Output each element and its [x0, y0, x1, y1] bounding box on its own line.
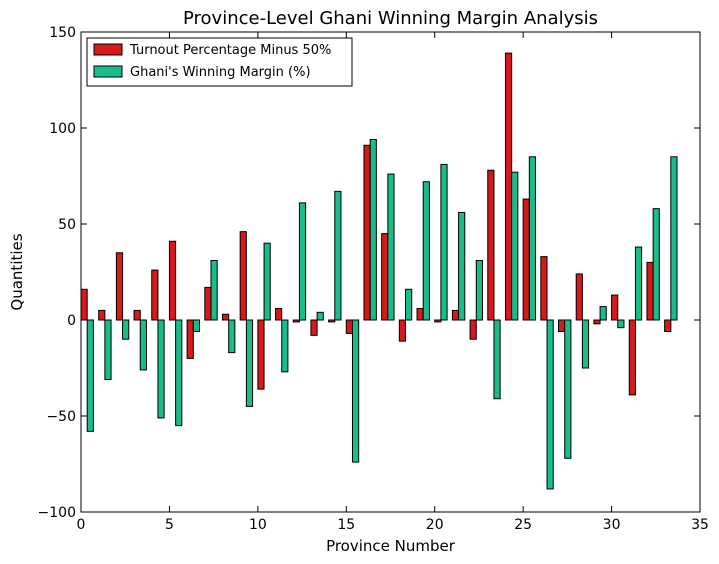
y-tick-label: −50	[46, 409, 76, 425]
bar-series-0-province-1	[98, 309, 106, 321]
bar-series-0-province-10	[257, 319, 265, 390]
bar-series-0-province-9	[239, 231, 247, 321]
bar-series-0-province-23	[487, 169, 495, 321]
legend-swatch-turnout	[93, 43, 123, 56]
bar-series-0-province-28	[575, 273, 583, 321]
bar-series-1-province-14	[334, 190, 342, 321]
bar-series-1-province-1	[104, 319, 112, 381]
bar-series-1-province-23	[493, 319, 501, 400]
bar-series-0-province-20	[434, 319, 442, 323]
bar-series-1-province-27	[564, 319, 572, 459]
x-tick-label: 20	[426, 517, 444, 533]
bar-series-0-province-16	[363, 144, 371, 321]
bar-series-0-province-25	[522, 198, 530, 321]
bar-series-0-province-30	[611, 294, 619, 321]
bar-series-1-province-9	[245, 319, 254, 407]
bar-series-1-province-30	[617, 319, 625, 329]
bar-series-0-province-15	[345, 319, 353, 334]
bar-series-1-province-31	[634, 246, 643, 321]
bar-series-0-province-29	[593, 319, 601, 325]
bar-series-0-province-18	[398, 319, 407, 342]
bar-series-1-province-6	[192, 319, 200, 333]
bar-series-1-province-3	[139, 319, 147, 371]
bar-series-0-province-2	[115, 252, 124, 321]
x-tick-label: 30	[603, 517, 621, 533]
bar-series-1-province-0	[86, 319, 94, 432]
bar-series-0-province-19	[416, 307, 424, 321]
bar-series-0-province-27	[558, 319, 566, 333]
bar-series-0-province-17	[381, 233, 389, 321]
legend-label-turnout: Turnout Percentage Minus 50%	[129, 43, 331, 58]
y-tick-label: −100	[38, 505, 76, 521]
bar-series-0-province-26	[540, 256, 548, 321]
bar-series-0-province-0	[80, 288, 88, 321]
bar-series-0-province-13	[310, 319, 318, 336]
bar-series-0-province-33	[664, 319, 672, 333]
bar-series-1-province-21	[458, 211, 466, 321]
bar-series-1-province-13	[316, 311, 324, 321]
bar-series-1-province-32	[652, 208, 660, 321]
bar-series-0-province-12	[292, 319, 300, 323]
y-tick-label: 150	[49, 25, 76, 41]
bar-series-0-province-6	[186, 319, 194, 359]
bar-series-1-province-16	[369, 139, 377, 321]
bar-series-0-province-8	[221, 313, 230, 321]
x-tick-label: 10	[249, 517, 267, 533]
y-tick-label: 50	[58, 217, 76, 233]
bar-series-0-province-5	[168, 240, 177, 321]
bar-series-1-province-2	[122, 319, 130, 340]
bar-series-1-province-11	[281, 319, 289, 373]
bar-series-1-province-22	[475, 259, 483, 321]
ticks-group: 0 5 10 15 20 25 30 35 −100 −50 0 50 100 150	[38, 25, 709, 533]
x-tick-label: 5	[165, 517, 174, 533]
chart-title: Province-Level Ghani Winning Margin Anal…	[183, 8, 598, 29]
legend-label-margin: Ghani's Winning Margin (%)	[130, 65, 311, 80]
bar-series-1-province-15	[351, 319, 360, 463]
legend-box	[86, 37, 353, 87]
bar-series-0-province-14	[328, 319, 336, 323]
bar-series-1-province-12	[298, 202, 307, 321]
bar-series-0-province-21	[451, 309, 460, 321]
bar-series-0-province-22	[469, 319, 477, 340]
bar-series-1-province-4	[157, 319, 165, 419]
bar-series-1-province-33	[670, 156, 678, 321]
bar-series-1-province-8	[228, 319, 236, 354]
bar-series-1-province-7	[210, 259, 218, 321]
bar-series-1-province-26	[546, 319, 554, 490]
x-tick-label: 15	[337, 517, 355, 533]
legend: Turnout Percentage Minus 50% Ghani's Win…	[86, 37, 353, 87]
bar-series-0-province-11	[275, 307, 283, 321]
bar-series-1-province-24	[511, 171, 519, 321]
bar-series-1-province-20	[440, 163, 448, 321]
bar-series-1-province-28	[581, 319, 590, 369]
legend-swatch-margin	[93, 65, 123, 78]
y-tick-label: 0	[67, 313, 76, 329]
bar-series-1-province-25	[528, 156, 537, 321]
bars-group	[80, 52, 678, 490]
y-tick-label: 100	[49, 121, 76, 137]
y-axis-label: Quantities	[8, 233, 26, 310]
x-tick-label: 0	[77, 517, 86, 533]
x-axis-label: Province Number	[326, 537, 456, 555]
bar-series-0-province-24	[504, 52, 513, 321]
bar-series-0-province-3	[133, 309, 141, 321]
bar-series-1-province-10	[263, 242, 271, 321]
plot-frame	[80, 31, 701, 513]
bar-series-1-province-17	[387, 173, 395, 321]
bar-series-1-province-29	[599, 306, 607, 321]
bar-series-0-province-32	[646, 261, 654, 321]
x-tick-label: 35	[691, 517, 709, 533]
bar-series-0-province-31	[628, 319, 636, 396]
bar-series-0-province-4	[151, 269, 159, 321]
bar-series-1-province-18	[405, 288, 413, 321]
bar-series-1-province-5	[175, 319, 183, 427]
bar-series-0-province-7	[204, 286, 212, 321]
x-tick-label: 25	[514, 517, 532, 533]
bar-series-1-province-19	[422, 181, 430, 321]
